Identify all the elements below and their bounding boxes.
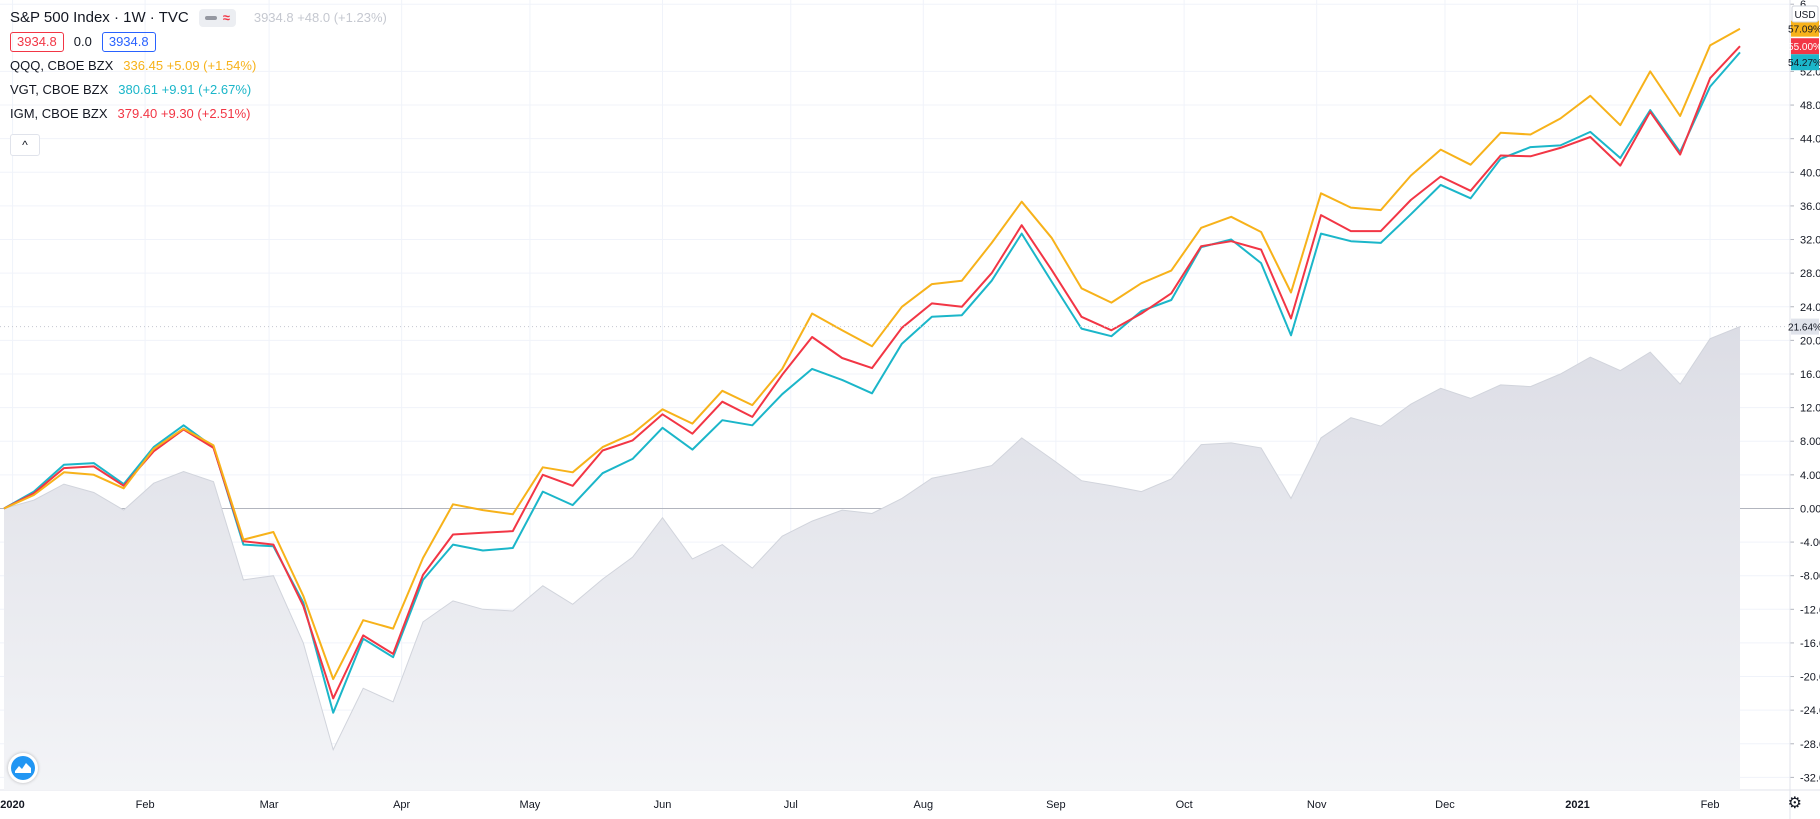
- compare-row-qqq[interactable]: QQQ, CBOE BZX 336.45 +5.09 (+1.54%): [10, 54, 387, 78]
- y-tick-label: 16.00%: [1800, 369, 1820, 381]
- y-tick-label: -4.00%: [1800, 537, 1820, 549]
- x-tick-label: Sep: [1046, 799, 1066, 811]
- ohlc-readout: 3934.8 +48.0 (+1.23%): [253, 10, 387, 25]
- x-tick-label: May: [520, 799, 541, 811]
- y-tick-label: 32.00%: [1800, 235, 1820, 247]
- last-value-label: 21.64%: [1788, 323, 1820, 334]
- y-tick-label: 24.00%: [1800, 302, 1820, 314]
- compare-row-vgt[interactable]: VGT, CBOE BZX 380.61 +9.91 (+2.67%): [10, 78, 387, 102]
- currency-badge[interactable]: [1791, 5, 1819, 23]
- last-value-badge: [1791, 54, 1819, 71]
- last-value-label: 55.00%: [1788, 42, 1820, 53]
- compare-row-igm[interactable]: IGM, CBOE BZX 379.40 +9.30 (+2.51%): [10, 102, 387, 126]
- y-tick-label: 48.00%: [1800, 100, 1820, 112]
- compare-wave-icon[interactable]: ≈: [222, 10, 230, 25]
- x-tick-label: Aug: [914, 799, 934, 811]
- x-tick-label: Dec: [1435, 799, 1455, 811]
- last-value-label: 57.09%: [1788, 25, 1820, 36]
- last-value-badge: [1791, 38, 1819, 55]
- series-line-qqq: [3, 27, 1741, 681]
- spread-value: 0.0: [73, 34, 92, 49]
- last-value-badge: [1791, 318, 1819, 335]
- y-tick-label: 44.00%: [1800, 134, 1820, 146]
- sell-price-box[interactable]: 3934.8: [10, 32, 64, 52]
- y-tick-label: 20.00%: [1800, 335, 1820, 347]
- y-tick-label: -16.00%: [1800, 638, 1820, 650]
- compare-symbol-igm[interactable]: IGM, CBOE BZX: [10, 106, 108, 121]
- x-tick-label: Nov: [1307, 799, 1327, 811]
- y-tick-label: -28.00%: [1800, 739, 1820, 751]
- sp500-area-outline: [3, 326, 1741, 752]
- logo-glyph: [11, 756, 35, 780]
- collapse-legend-button[interactable]: ^: [10, 134, 40, 156]
- symbol-title[interactable]: S&P 500 Index · 1W · TVC: [10, 9, 189, 26]
- price-boxes-row: 3934.8 0.0 3934.8: [10, 30, 387, 54]
- compare-value-vgt: 380.61 +9.91 (+2.67%): [118, 82, 252, 97]
- last-value-badge: [1791, 20, 1819, 37]
- y-tick-label: -8.00%: [1800, 571, 1820, 583]
- x-tick-label: Oct: [1176, 799, 1193, 811]
- x-tick-label: Jun: [654, 799, 672, 811]
- buy-price-box[interactable]: 3934.8: [101, 32, 156, 52]
- y-tick-label: -12.00%: [1800, 604, 1820, 616]
- compare-value-qqq: 336.45 +5.09 (+1.54%): [123, 58, 257, 73]
- y-tick-label: -24.00%: [1800, 705, 1820, 717]
- x-tick-label: Apr: [393, 799, 410, 811]
- x-tick-label: Feb: [136, 799, 155, 811]
- y-tick-label: 40.00%: [1800, 167, 1820, 179]
- compare-symbol-vgt[interactable]: VGT, CBOE BZX: [10, 82, 109, 97]
- y-tick-label: 36.00%: [1800, 201, 1820, 213]
- y-tick-label: 8.00%: [1800, 436, 1820, 448]
- last-value-label: 54.27%: [1788, 58, 1820, 69]
- compare-symbol-qqq[interactable]: QQQ, CBOE BZX: [10, 58, 114, 73]
- x-tick-label: Mar: [260, 799, 279, 811]
- hide-series-icon[interactable]: [204, 16, 217, 20]
- visibility-toggle[interactable]: ≈: [198, 9, 236, 27]
- currency-label: USD: [1794, 10, 1815, 21]
- y-tick-label: 0.00%: [1800, 503, 1820, 515]
- series-line-igm: [3, 45, 1741, 700]
- chevron-up-icon: ^: [22, 138, 28, 152]
- y-tick-label: -20.00%: [1800, 672, 1820, 684]
- x-tick-label: 2021: [1565, 799, 1589, 811]
- compare-value-igm: 379.40 +9.30 (+2.51%): [117, 106, 251, 121]
- sp500-area-series: [4, 326, 1740, 790]
- x-tick-label: Feb: [1701, 799, 1720, 811]
- tradingview-logo-icon[interactable]: [8, 753, 38, 783]
- main-symbol-row: S&P 500 Index · 1W · TVC ≈ 3934.8 +48.0 …: [10, 6, 387, 30]
- chart-legend: S&P 500 Index · 1W · TVC ≈ 3934.8 +48.0 …: [10, 6, 387, 156]
- y-tick-label: 4.00%: [1800, 470, 1820, 482]
- y-tick-label: -32.00%: [1800, 772, 1820, 784]
- y-tick-label: 12.00%: [1800, 403, 1820, 415]
- y-tick-label: 28.00%: [1800, 268, 1820, 280]
- settings-gear-icon[interactable]: ⚙: [1787, 795, 1802, 812]
- x-tick-label: 2020: [0, 799, 24, 811]
- x-tick-label: Jul: [784, 799, 798, 811]
